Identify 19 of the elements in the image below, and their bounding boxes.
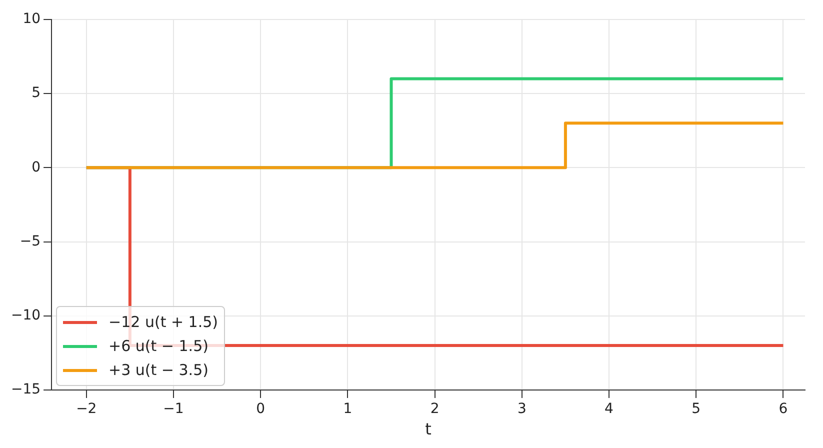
x-tick-label: 2	[430, 401, 440, 418]
legend-label: +3 u(t − 3.5)	[108, 361, 208, 379]
y-tick-label: −15	[11, 382, 41, 398]
x-tick-label: 5	[692, 401, 701, 418]
x-tick-label: −1	[163, 401, 184, 418]
y-tick-label: −10	[11, 308, 41, 324]
x-tick-label: −2	[76, 401, 97, 418]
legend-label: −12 u(t + 1.5)	[108, 313, 218, 331]
y-tick-label: 0	[32, 159, 41, 176]
x-tick-label: 6	[778, 401, 788, 418]
legend-label: +6 u(t − 1.5)	[108, 337, 208, 355]
x-tick-label: 4	[604, 401, 614, 418]
y-tick-label: −5	[20, 233, 41, 250]
y-tick-label: 5	[32, 85, 41, 102]
x-tick-label: 1	[343, 401, 352, 418]
y-tick-label: 10	[22, 11, 41, 28]
x-tick-label: 0	[256, 401, 266, 418]
x-tick-label: 3	[517, 401, 526, 418]
x-axis-title: t	[425, 420, 432, 439]
